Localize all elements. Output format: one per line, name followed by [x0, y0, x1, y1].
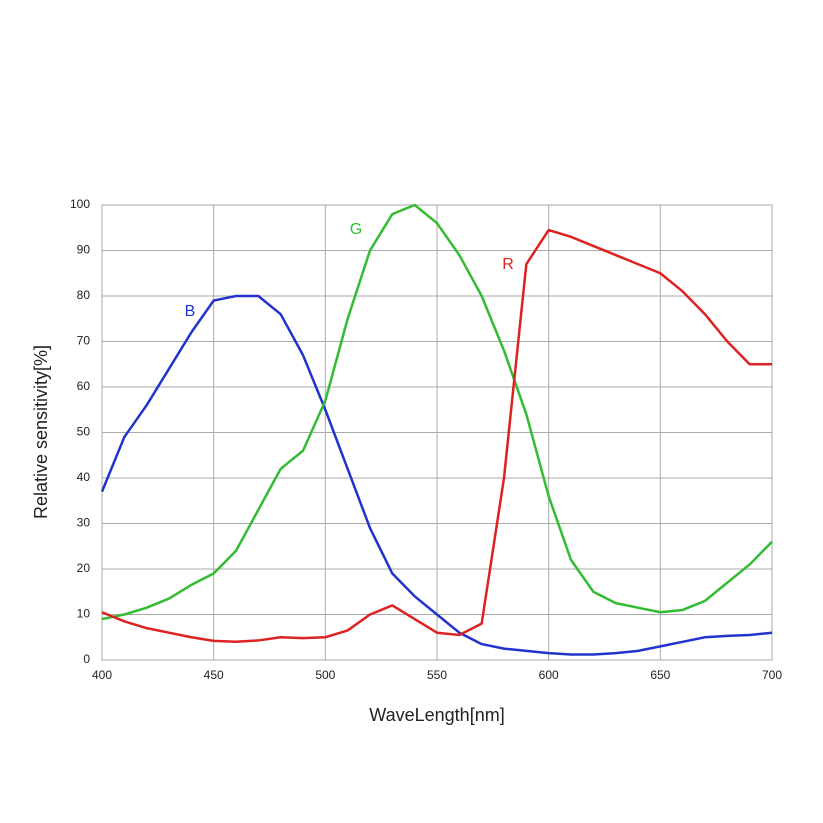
y-tick-label: 10	[77, 607, 91, 621]
series-label: R	[502, 256, 514, 273]
series-label: B	[185, 303, 196, 320]
y-tick-label: 50	[77, 425, 91, 439]
y-tick-label: 70	[77, 334, 91, 348]
x-tick-label: 550	[427, 668, 447, 682]
x-axis-title: WaveLength[nm]	[369, 705, 504, 725]
x-tick-label: 500	[315, 668, 335, 682]
y-tick-label: 0	[83, 652, 90, 666]
y-tick-label: 80	[77, 288, 91, 302]
x-tick-label: 650	[650, 668, 670, 682]
y-axis-title: Relative sensitivity[%]	[31, 345, 51, 519]
x-tick-label: 600	[539, 668, 559, 682]
y-tick-label: 90	[77, 243, 91, 257]
series-line	[101, 203, 773, 621]
series-line	[101, 228, 772, 644]
y-tick-label: 100	[70, 197, 90, 211]
x-tick-label: 700	[762, 668, 782, 682]
y-tick-label: 20	[77, 561, 91, 575]
y-tick-label: 40	[77, 470, 91, 484]
x-tick-label: 450	[204, 668, 224, 682]
y-tick-label: 60	[77, 379, 91, 393]
x-tick-label: 400	[92, 668, 112, 682]
y-tick-label: 30	[77, 516, 91, 530]
series-line	[100, 294, 773, 656]
series-label: G	[350, 221, 362, 238]
